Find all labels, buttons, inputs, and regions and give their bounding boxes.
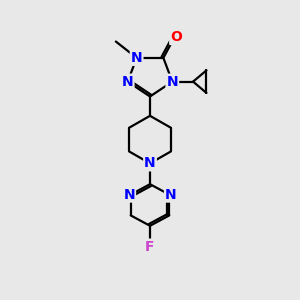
Text: N: N bbox=[122, 75, 134, 88]
Text: N: N bbox=[123, 188, 135, 202]
Text: F: F bbox=[145, 240, 155, 254]
Text: N: N bbox=[144, 156, 156, 170]
Text: N: N bbox=[167, 75, 178, 88]
Text: N: N bbox=[131, 51, 142, 65]
Text: N: N bbox=[165, 188, 177, 202]
Text: O: O bbox=[170, 30, 182, 44]
